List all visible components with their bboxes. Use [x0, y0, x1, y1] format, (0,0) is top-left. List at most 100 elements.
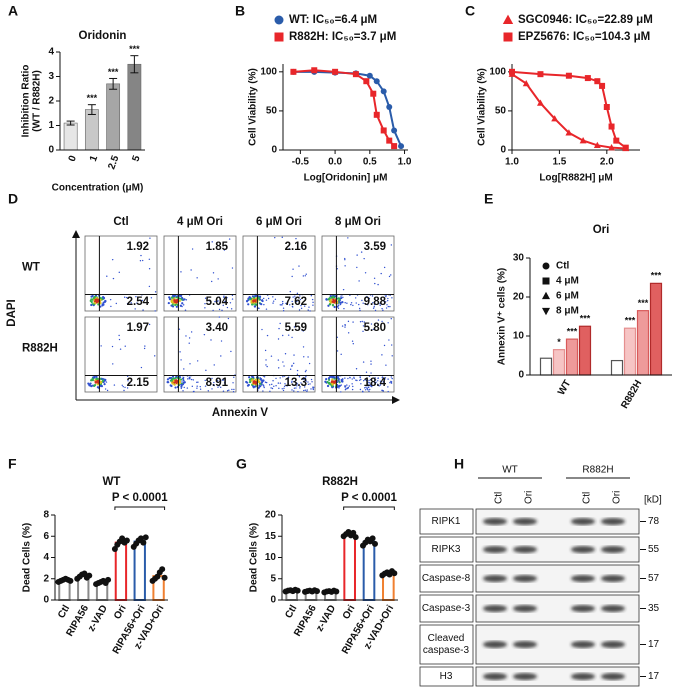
event-dot	[148, 267, 151, 270]
event-dot	[344, 326, 346, 328]
band	[513, 518, 537, 525]
event-dots	[261, 322, 311, 376]
event-dot	[260, 299, 263, 302]
event-dot	[285, 302, 287, 305]
event-dot	[340, 384, 342, 386]
column-label: 6 μM Ori	[256, 216, 302, 228]
event-dot	[369, 385, 371, 387]
data-point	[363, 78, 370, 85]
event-dot	[102, 296, 105, 299]
x-tick-label: 5	[130, 154, 142, 163]
replicate-point	[369, 535, 376, 542]
event-dot	[373, 297, 376, 299]
event-dot	[191, 385, 194, 388]
event-dot	[309, 310, 311, 312]
bar	[565, 338, 579, 376]
event-dot	[263, 385, 265, 387]
event-dot	[231, 388, 233, 391]
lane-label: Ori	[612, 491, 623, 504]
event-dot	[93, 375, 96, 378]
kd-label: 35	[648, 603, 660, 614]
event-dot	[192, 390, 195, 393]
event-dot	[281, 236, 283, 239]
event-dot	[207, 390, 210, 392]
panel-letter: B	[235, 3, 245, 19]
event-dot	[204, 297, 207, 299]
event-dot	[309, 383, 311, 385]
event-dot	[338, 379, 340, 381]
event-dot	[296, 373, 299, 376]
event-dot	[180, 387, 182, 390]
event-dot	[343, 307, 345, 310]
event-dot	[93, 295, 97, 298]
event-dot	[264, 381, 267, 383]
event-dot	[361, 320, 363, 323]
event-dot	[104, 378, 107, 381]
event-dot	[168, 296, 171, 299]
event-dot	[369, 384, 371, 386]
event-dot	[180, 271, 182, 273]
band	[513, 641, 537, 648]
data-point	[593, 141, 601, 149]
event-dot	[182, 379, 185, 382]
event-dot	[118, 271, 120, 274]
event-dot	[171, 375, 175, 378]
legend-label: 6 μM	[556, 291, 579, 302]
bar	[552, 349, 566, 376]
event-dot	[277, 367, 280, 369]
event-dot	[102, 301, 105, 304]
y-tick-label: 100	[489, 66, 506, 77]
bar	[539, 357, 553, 376]
event-dot	[372, 307, 375, 309]
chart-title: WT	[103, 476, 121, 488]
event-dot	[368, 379, 370, 382]
event-dot	[172, 379, 175, 383]
event-dot	[295, 382, 298, 384]
event-dot	[360, 378, 362, 381]
event-dot	[384, 301, 387, 303]
event-dot	[204, 385, 207, 387]
label-box	[419, 666, 474, 687]
event-dot	[217, 300, 219, 302]
event-dot	[390, 382, 393, 384]
band	[483, 641, 507, 648]
event-dot	[123, 389, 125, 392]
y-tick-label: 30	[513, 253, 525, 264]
data-point	[391, 143, 398, 150]
event-dot	[296, 385, 298, 387]
event-dot	[373, 306, 375, 308]
event-dot	[344, 385, 346, 387]
event-dot	[383, 378, 386, 380]
event-dot	[148, 323, 151, 326]
legend-marker	[542, 277, 550, 285]
event-dot	[254, 378, 257, 381]
event-dot	[382, 309, 384, 312]
event-dot	[364, 387, 366, 389]
significance: ***	[129, 44, 140, 54]
event-dot	[340, 295, 342, 297]
event-dot	[272, 302, 274, 304]
event-dot	[377, 283, 379, 286]
event-dot	[304, 275, 306, 277]
event-dot	[341, 380, 343, 383]
event-dot	[217, 303, 220, 306]
event-dot	[291, 389, 293, 391]
event-dot	[303, 389, 305, 392]
event-dot	[110, 305, 112, 308]
y-axis-label: Cell Viability (%)	[248, 68, 259, 146]
replicate-point	[161, 574, 168, 581]
blot	[475, 666, 640, 687]
event-dot	[179, 351, 181, 353]
replicate-point	[86, 572, 93, 579]
legend-label: R882H: IC₅₀=3.7 μM	[289, 31, 396, 43]
x-tick-label: Ctl	[56, 603, 72, 620]
data-point	[522, 79, 530, 87]
cluster	[325, 294, 344, 309]
event-dot	[385, 295, 387, 298]
data-point	[603, 104, 610, 110]
event-dot	[99, 296, 102, 300]
event-dot	[312, 388, 314, 390]
event-dot	[368, 382, 371, 384]
x-tick-label: 0.5	[363, 157, 377, 168]
event-dot	[344, 259, 346, 261]
